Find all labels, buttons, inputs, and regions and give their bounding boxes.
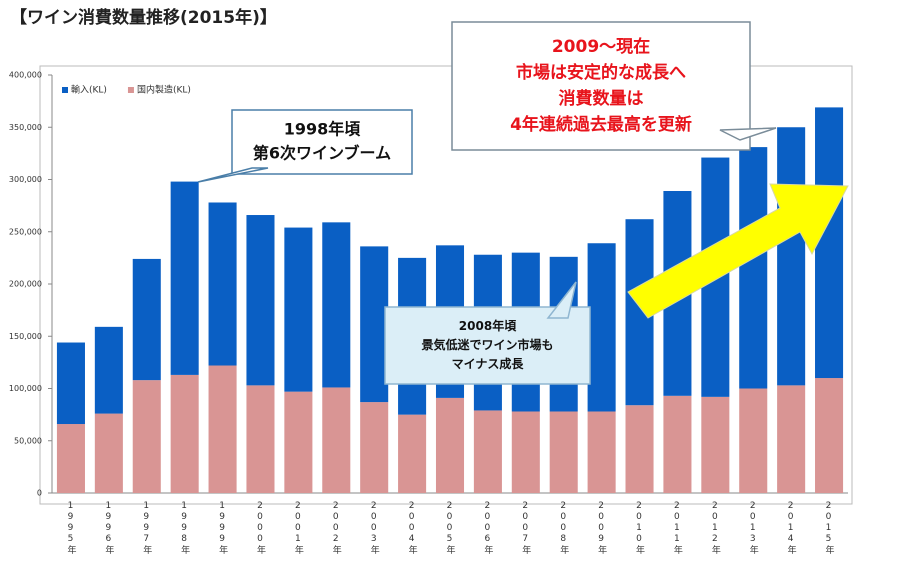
bar-segment [56, 424, 85, 493]
bar-segment [56, 342, 85, 425]
bar-segment [473, 410, 502, 493]
y-tick-label: 150,000 [9, 332, 42, 341]
callout-pointer [197, 167, 269, 183]
y-tick-label: 100,000 [9, 384, 42, 393]
bar-segment [815, 378, 844, 493]
trend-arrow [627, 183, 849, 319]
chart-frame [39, 65, 853, 505]
callout-text: 市場は安定的な成長へ [516, 62, 686, 83]
x-tick-label: 1999年 [217, 501, 228, 555]
callout-text: 第6次ワインブーム [253, 144, 391, 163]
x-tick-label: 2007年 [520, 501, 531, 555]
bar-segment [284, 227, 313, 392]
chart-title: 【ワイン消費数量推移(2015年)】 [10, 7, 277, 28]
y-tick-label: 200,000 [9, 280, 42, 289]
x-tick-label: 2006年 [482, 501, 493, 555]
x-tick-label: 2010年 [634, 501, 645, 555]
x-tick-label: 1996年 [103, 501, 114, 555]
x-tick-label: 2004年 [407, 501, 418, 555]
bar-segment [322, 387, 351, 493]
bar-segment [663, 395, 692, 493]
y-tick-label: 400,000 [9, 71, 42, 80]
bar-segment [701, 396, 730, 493]
y-tick-label: 0 [37, 489, 42, 498]
callout-pointer [546, 281, 577, 319]
x-tick-label: 2000年 [255, 501, 266, 555]
callout-text: 消費数量は [559, 88, 644, 109]
x-tick-label: 2012年 [710, 501, 721, 555]
x-tick-label: 1997年 [141, 501, 152, 555]
bar-segment [284, 391, 313, 493]
bar-segment [360, 246, 389, 403]
bar-segment [777, 385, 806, 493]
bar-segment [360, 402, 389, 493]
bar-segment [777, 127, 806, 386]
callout-text: 1998年頃 [284, 120, 362, 139]
x-tick-label: 2011年 [672, 501, 683, 555]
legend-swatch [62, 87, 68, 93]
callout-text: 2008年頃 [459, 318, 517, 333]
callout-text: 2009～現在 [552, 36, 650, 57]
bar-segment [246, 385, 275, 493]
x-tick-label: 2002年 [331, 501, 342, 555]
legend-label: 輸入(KL) [71, 84, 107, 96]
bar-segment [625, 405, 654, 493]
x-tick-label: 2005年 [445, 501, 456, 555]
bar-segment [549, 411, 578, 493]
x-tick-label: 2009年 [596, 501, 607, 555]
bar-segment [132, 380, 161, 493]
callout-text: 4年連続過去最高を更新 [510, 114, 692, 135]
callout-text: マイナス成長 [452, 356, 525, 371]
bar-segment [511, 411, 540, 493]
callout-text: 景気低迷でワイン市場も [421, 337, 553, 352]
bar-segment [246, 215, 275, 386]
callout-box [384, 306, 591, 385]
x-tick-label: 1995年 [65, 501, 76, 555]
callout-pointer [719, 127, 777, 141]
bar-segment [435, 397, 465, 493]
bar-segment [587, 411, 616, 493]
x-tick-label: 2003年 [369, 501, 380, 555]
x-tick-label: 2008年 [558, 501, 569, 555]
bar-segment [739, 388, 768, 493]
bar-segment [815, 107, 844, 379]
x-tick-label: 2013年 [748, 501, 759, 555]
callout-box [451, 21, 751, 151]
x-tick-label: 1998年 [179, 501, 190, 555]
y-tick-label: 300,000 [9, 175, 42, 184]
bar-segment [170, 374, 199, 493]
x-tick-label: 2015年 [824, 501, 835, 555]
legend-label: 国内製造(KL) [137, 84, 191, 96]
legend-swatch [127, 87, 134, 93]
bar-segment [132, 258, 161, 381]
y-tick-label: 250,000 [9, 227, 42, 236]
callout-box [231, 109, 413, 175]
bar-segment [322, 222, 351, 388]
bar-segment [94, 326, 123, 414]
bar-segment [170, 181, 199, 375]
bar-segment [94, 413, 123, 493]
bar-segment [208, 365, 237, 493]
bar-segment [587, 243, 616, 412]
bar-segment [208, 202, 237, 366]
bar-segment [398, 414, 427, 493]
y-tick-label: 350,000 [9, 123, 42, 132]
y-tick-label: 50,000 [14, 436, 42, 445]
x-tick-label: 2001年 [293, 501, 304, 555]
bar-segment [739, 147, 768, 389]
x-tick-label: 2014年 [786, 501, 797, 555]
